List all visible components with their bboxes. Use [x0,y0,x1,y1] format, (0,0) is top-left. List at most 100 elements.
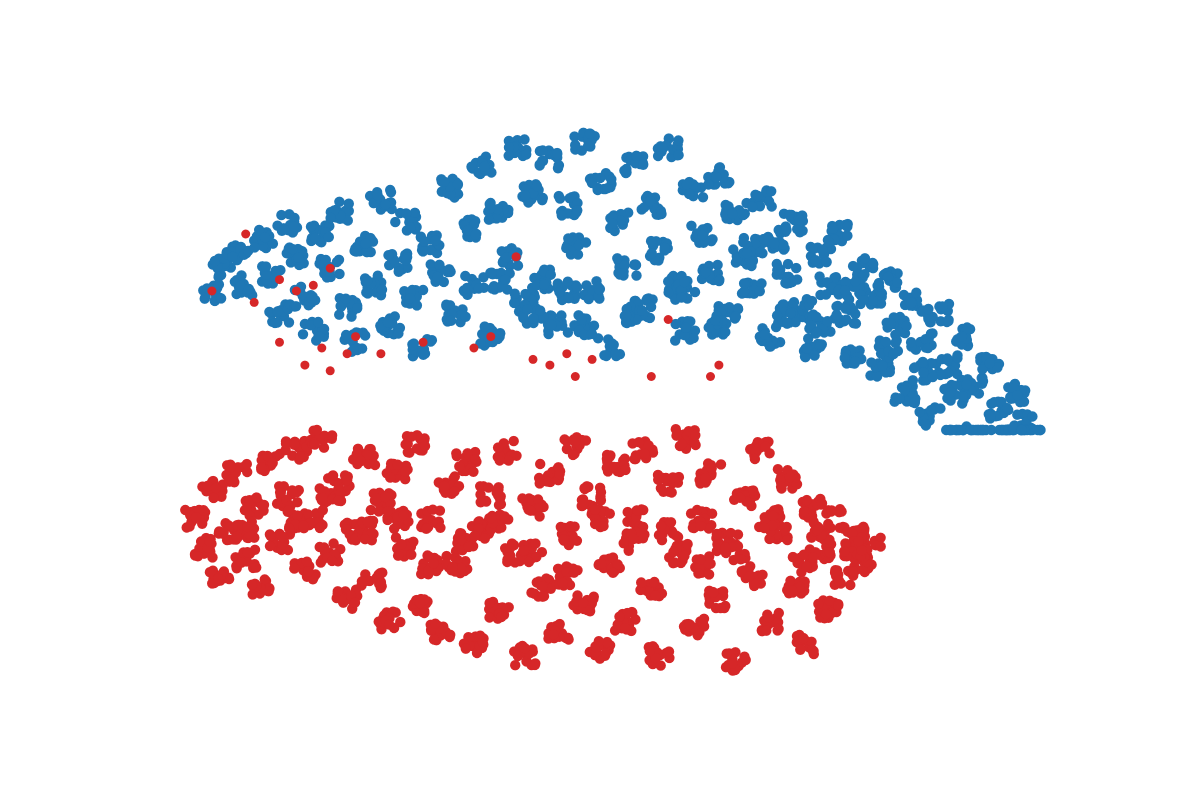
point-cluster-red-14-12 [302,509,314,520]
point-cluster-red-91-11 [333,495,344,506]
point-cluster-blue-29-15 [473,283,484,294]
point-cluster-red-35-13 [475,497,486,508]
point-cluster-blue-40-15 [572,205,583,216]
point-cluster-red-19-14 [340,524,352,535]
point-cluster-blue-26-12 [445,189,456,200]
point-cluster-red-1-15 [204,535,215,547]
point-cluster-blue-53-12 [663,276,674,287]
point-cluster-red-93-8 [456,528,467,539]
point-cluster-red-51-14 [614,611,625,622]
point-cluster-blue-64-14 [759,329,770,340]
point-cluster-blue-54-9 [670,335,681,346]
point-cluster-red-87-15 [693,568,704,579]
point-cluster-blue-104-13 [840,276,851,288]
point-cluster-red-56-15 [667,472,679,483]
point-cluster-blue-107-12 [961,379,972,390]
point-cluster-blue-3-14 [235,280,246,292]
point-cluster-blue-7-13 [289,212,300,224]
point-cluster-blue-62-14 [754,286,765,297]
point-cluster-red-44-12 [565,521,576,532]
point-cluster-blue-75-9 [847,260,859,272]
point-cluster-blue-43-10 [583,293,594,305]
point-cluster-blue-90-14 [977,364,988,375]
point-cluster-red-94-10 [523,556,535,568]
point-cluster-blue-22-15 [411,300,423,311]
point-cluster-red-13-11 [289,563,300,574]
point-cluster-red-86-10 [637,533,649,544]
point-cluster-blue-106-11 [907,375,918,386]
point-cluster-blue-25-15 [432,271,443,283]
point-cluster-blue-23-14 [408,339,419,351]
point-cluster-blue-101-15 [755,246,766,257]
point-cluster-red-76-15 [826,505,837,516]
point-cluster-blue-39-4 [543,328,554,340]
point-cluster-red-7-11 [251,492,262,503]
point-cluster-blue-72-9 [842,230,853,241]
point-cluster-blue-13-12 [343,198,354,209]
point-cluster-blue-38-13 [534,159,545,170]
point-cluster-blue-28-15 [470,229,481,240]
point-cluster-red-4-15 [218,527,229,538]
point-cluster-red-88-14 [767,510,779,521]
point-cluster-blue-36-15 [520,190,531,201]
point-cluster-blue-77-15 [877,360,888,371]
point-cluster-blue-49-14 [645,301,657,313]
point-cluster-blue-70-12 [809,243,820,254]
point-cluster-blue-96-15 [500,274,511,285]
point-cluster-red-30-15 [449,486,460,497]
point-cluster-red-56-6 [658,486,669,497]
point-cluster-red-99-7 [840,538,851,549]
point-cluster-red-68-9 [773,607,784,619]
point-cluster-red-15-14 [309,439,320,450]
point-cluster-red-0-11 [197,518,208,529]
point-cluster-red-13-14 [301,556,313,567]
point-red-outliers-17-0 [545,360,555,370]
point-cluster-red-49-14 [612,559,623,570]
point-cluster-blue-24-15 [417,246,429,257]
point-cluster-blue-48-15 [631,150,642,161]
point-cluster-red-47-12 [578,497,589,509]
point-cluster-red-54-7 [649,576,660,588]
point-cluster-blue-42-15 [582,140,594,152]
point-cluster-red-40-12 [517,493,528,504]
point-cluster-blue-13-0 [334,196,345,207]
point-cluster-blue-32-10 [491,213,502,224]
point-cluster-blue-41-12 [572,249,584,260]
point-cluster-blue-14-15 [352,303,363,314]
point-cluster-red-7-9 [253,509,264,520]
point-cluster-blue-73-7 [832,300,843,312]
point-cluster-red-56-14 [653,474,664,485]
point-cluster-red-15-11 [326,430,338,441]
point-cluster-red-68-15 [761,625,772,636]
point-cluster-blue-7-14 [278,224,290,235]
point-cluster-red-47-14 [594,482,606,493]
point-cluster-blue-1-12 [213,271,224,283]
point-cluster-blue-27-13 [445,315,457,326]
point-cluster-blue-20-15 [383,250,394,261]
point-red-outliers-12-0 [418,337,428,347]
point-cluster-blue-103-13 [822,316,833,327]
point-red-outliers-0-0 [207,286,217,296]
point-cluster-blue-107-15 [957,391,968,402]
point-cluster-red-73-12 [801,494,812,506]
point-cluster-blue-95-15 [1032,424,1043,436]
point-cluster-blue-11-14 [309,232,321,244]
point-cluster-blue-84-10 [923,311,934,322]
point-cluster-red-57-10 [668,546,679,558]
point-cluster-red-27-13 [419,607,430,619]
point-cluster-red-31-3 [441,550,452,562]
point-cluster-red-62-14 [715,602,726,614]
point-cluster-blue-77-14 [866,357,877,368]
point-cluster-red-82-14 [359,534,371,545]
point-cluster-red-26-7 [402,447,413,458]
point-cluster-blue-102-13 [790,317,801,328]
point-cluster-red-92-12 [382,514,393,526]
point-cluster-red-58-10 [670,424,681,435]
point-cluster-red-68-14 [763,612,774,623]
point-cluster-blue-44-13 [602,183,613,194]
point-cluster-blue-26-14 [452,178,464,190]
point-cluster-blue-87-15 [956,331,968,342]
point-cluster-blue-21-13 [409,207,421,218]
point-cluster-blue-41-13 [563,233,574,244]
